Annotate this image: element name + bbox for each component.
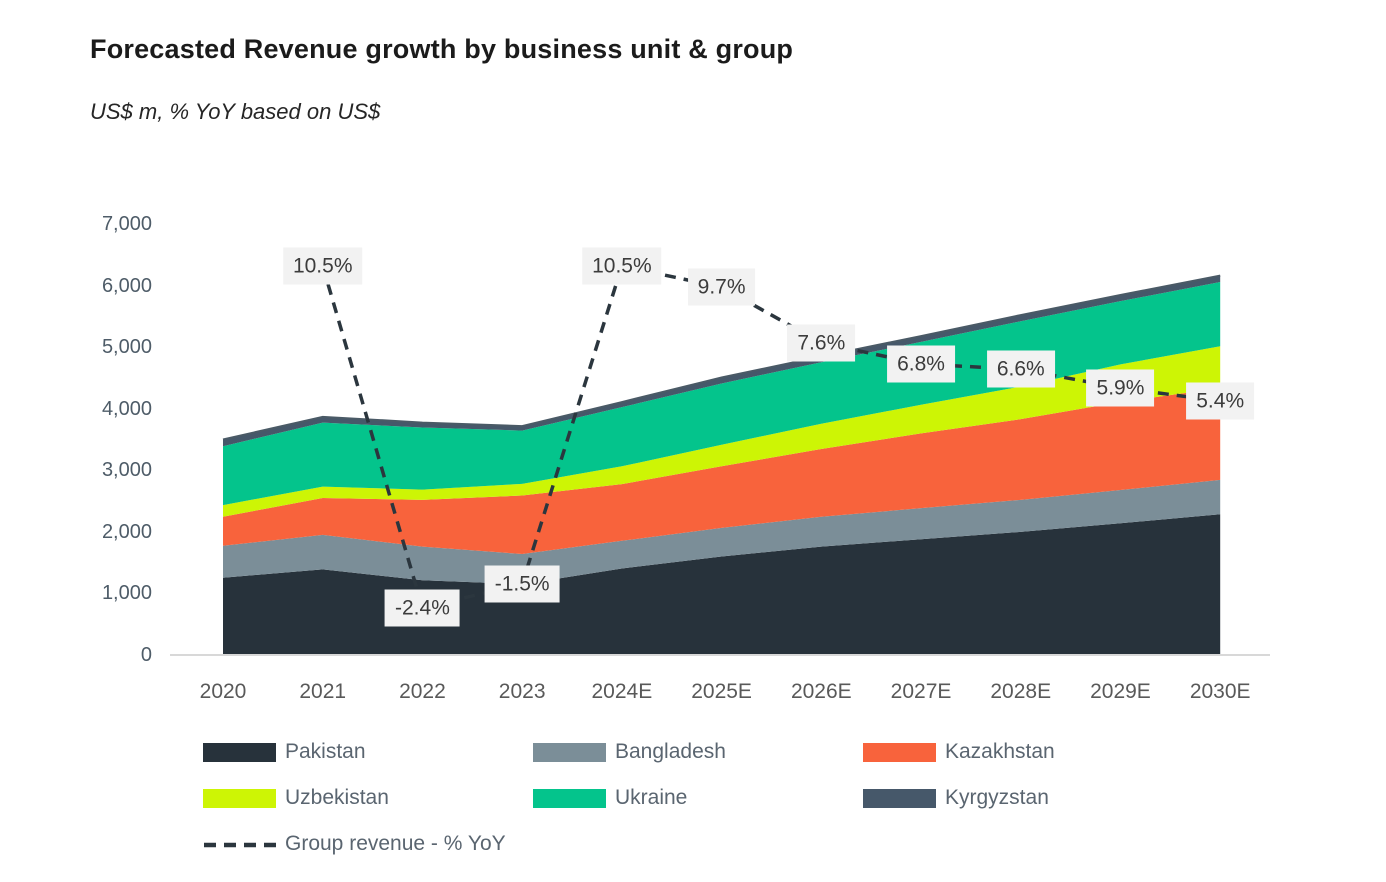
legend-label: Uzbekistan bbox=[285, 786, 389, 809]
legend-swatch-icon bbox=[203, 742, 276, 762]
x-axis-tick-label: 2023 bbox=[498, 680, 546, 703]
yoy-label-chip: 5.9% bbox=[1086, 369, 1155, 407]
legend-item-pakistan: Pakistan bbox=[203, 740, 366, 764]
area-bangladesh bbox=[223, 479, 1221, 585]
yoy-label-chip: 6.8% bbox=[887, 345, 955, 383]
stack-top-outline bbox=[222, 274, 1221, 441]
yoy-label-chip: 6.6% bbox=[986, 350, 1055, 388]
legend-swatch-icon bbox=[533, 742, 606, 762]
yoy-label-chip: -1.5% bbox=[484, 565, 560, 603]
legend-label: Group revenue - % YoY bbox=[285, 832, 506, 855]
x-axis-tick-label: 2025E bbox=[691, 680, 752, 703]
legend-item-group-revenue-yoy: Group revenue - % YoY bbox=[203, 832, 506, 856]
x-axis-tick-label: 2027E bbox=[890, 680, 952, 703]
y-axis-tick-label: 5,000 bbox=[101, 336, 152, 359]
legend-swatch-icon bbox=[863, 742, 936, 762]
legend-item-kazakhstan: Kazakhstan bbox=[863, 740, 1055, 764]
y-axis-tick-label: 4,000 bbox=[101, 397, 152, 420]
y-axis-tick-label: 7,000 bbox=[101, 213, 152, 235]
x-axis-tick-label: 2030E bbox=[1189, 680, 1251, 703]
legend-label: Bangladesh bbox=[615, 740, 726, 763]
y-axis-tick-label: 6,000 bbox=[101, 274, 152, 297]
yoy-label-chip: 5.4% bbox=[1186, 382, 1255, 420]
yoy-label-chip: -2.4% bbox=[385, 589, 460, 627]
y-axis-tick-label: 0 bbox=[140, 644, 152, 666]
area-ukraine bbox=[223, 282, 1221, 506]
y-axis-tick-label: 2,000 bbox=[101, 520, 152, 543]
chart-subtitle: US$ m, % YoY based on US$ bbox=[90, 99, 381, 124]
legend-swatch-icon bbox=[203, 788, 276, 808]
legend-item-kyrgyzstan: Kyrgyzstan bbox=[863, 786, 1049, 810]
x-axis-tick-label: 2029E bbox=[1090, 680, 1151, 703]
area-pakistan bbox=[223, 514, 1221, 655]
y-axis-tick-label: 1,000 bbox=[101, 582, 152, 605]
chart-title: Forecasted Revenue growth by business un… bbox=[90, 34, 794, 64]
x-axis-tick-label: 2026E bbox=[790, 680, 852, 703]
x-axis-tick-label: 2020 bbox=[199, 680, 247, 703]
legend-label: Kyrgyzstan bbox=[945, 786, 1049, 809]
area-kazakhstan bbox=[223, 388, 1221, 555]
x-axis-tick-label: 2021 bbox=[299, 680, 347, 703]
yoy-label-chip: 10.5% bbox=[282, 247, 363, 285]
x-axis-tick-label: 2028E bbox=[990, 680, 1052, 703]
x-axis-tick-label: 2022 bbox=[399, 680, 446, 703]
legend-label: Ukraine bbox=[615, 786, 688, 809]
legend-label: Kazakhstan bbox=[945, 740, 1055, 763]
yoy-label-chip: 7.6% bbox=[787, 324, 856, 362]
legend-swatch-icon bbox=[533, 788, 606, 808]
legend-item-uzbekistan: Uzbekistan bbox=[203, 786, 389, 810]
yoy-label-chip: 9.7% bbox=[687, 268, 756, 306]
legend-item-ukraine: Ukraine bbox=[533, 786, 687, 810]
yoy-dashed-line bbox=[321, 263, 1221, 610]
yoy-label-chip: 10.5% bbox=[582, 247, 662, 285]
legend-dashed-line-icon bbox=[203, 835, 276, 854]
legend-label: Pakistan bbox=[285, 740, 366, 763]
y-axis-tick-label: 3,000 bbox=[101, 459, 152, 482]
legend-swatch-icon bbox=[863, 788, 936, 808]
legend-item-bangladesh: Bangladesh bbox=[533, 740, 726, 764]
x-axis-tick-label: 2024E bbox=[591, 680, 653, 703]
